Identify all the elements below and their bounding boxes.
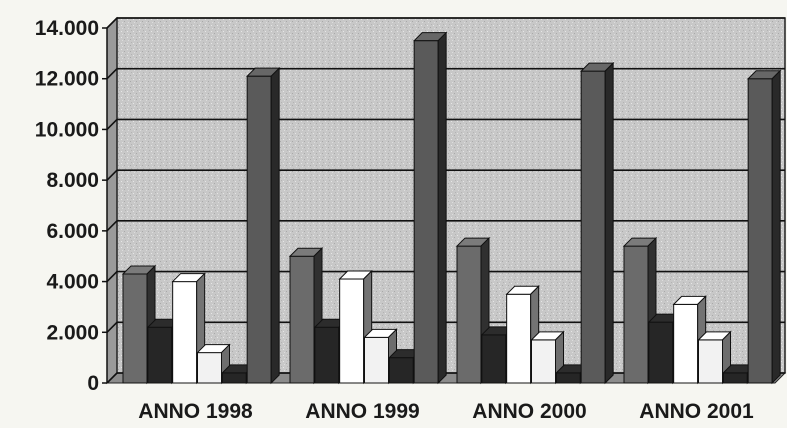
bar-front [388,357,414,384]
bar-front [456,245,482,384]
bar [388,348,423,385]
bar-front [364,336,389,384]
bar [746,69,782,385]
bar [245,66,281,385]
gridline-depth [106,220,118,232]
bar-front [339,278,365,384]
y-tick-label: 0 [87,372,99,395]
x-axis-tick-labels: ANNO 1998 ANNO 1999 ANNO 2000 ANNO 2001 [138,400,754,423]
gridline-depth [106,17,118,29]
bar-front [221,372,247,384]
bar [171,272,206,385]
gridlines [102,17,785,384]
bar-front [673,303,699,384]
bar-front [531,339,556,384]
bar-front [747,78,773,384]
bar-front [289,255,315,384]
bar [505,285,540,385]
gridline-depth [106,271,118,283]
bar [697,330,732,385]
bars [121,31,782,385]
bar-front [197,352,222,384]
y-tick-label: 8.000 [46,169,99,192]
bar-front [413,40,439,384]
bar-front [147,326,173,384]
y-tick-label: 4.000 [46,271,99,294]
bar-side [604,61,614,385]
x-tick-label: ANNO 1998 [138,400,253,423]
bar-front [623,245,649,384]
gridline-depth [106,169,118,181]
x-tick-label: ANNO 2001 [639,400,754,423]
bar-front [698,339,723,384]
y-tick-label: 14.000 [35,17,99,40]
gridline-depth [106,118,118,130]
bar-side [437,31,447,385]
bar-front [122,273,148,384]
bar-front [246,75,272,384]
bar-front [580,70,606,384]
bar-front [555,372,581,384]
bar [622,236,658,385]
bar [579,61,615,385]
bar-front [506,293,532,384]
bar-side [270,66,280,385]
y-tick-label: 12.000 [35,68,99,91]
gridline-depth [106,372,118,384]
gridline-depth [106,68,118,80]
x-tick-label: ANNO 2000 [472,400,586,423]
bar-front [172,281,198,384]
y-tick-label: 6.000 [46,220,99,243]
bar [530,330,565,385]
bar [412,31,448,385]
gridline-depth [106,321,118,333]
y-tick-label: 2.000 [46,321,99,344]
bar-side [771,69,781,385]
bar-front [722,372,748,384]
bar-front [648,321,674,384]
x-tick-label: ANNO 1999 [305,400,419,423]
y-tick-label: 10.000 [35,118,99,141]
y-axis-tick-labels: 0 2.000 4.000 6.000 8.000 10.000 12.000 14.000 [35,17,99,395]
bar-front [481,334,507,384]
bar-front [314,326,340,384]
